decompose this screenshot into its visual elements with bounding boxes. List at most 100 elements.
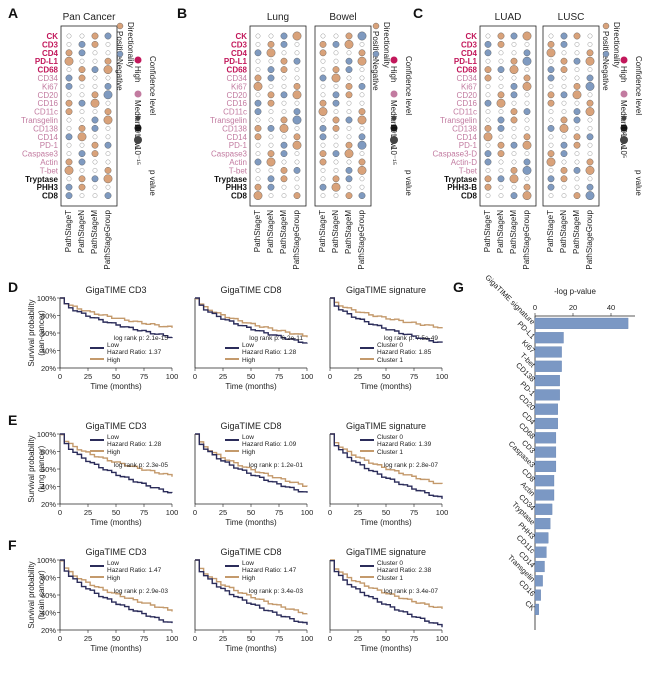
bubble-positive [345,91,353,99]
bubble-positive [358,49,366,57]
bubble-positive [573,83,581,90]
panel-frame [249,25,307,207]
bubble-empty [574,50,580,56]
bubble-positive [484,183,492,191]
bubble-negative [547,175,555,183]
bubble-empty [511,134,517,140]
bubble-empty [359,92,365,98]
bubble-empty [281,184,287,190]
bubble-empty [320,176,326,182]
bubble-empty [574,151,580,157]
km-hazard-ratio: Hazard Ratio: 1.85 [377,349,432,356]
bubble-positive [293,133,301,141]
bubble-positive [546,48,556,58]
bubble-empty [105,100,111,106]
marker-label: CD68 [38,66,59,75]
bubble-positive [78,66,86,74]
bubble-negative [280,150,288,158]
bubble-positive [280,66,288,74]
panel-title-luad: LUAD [495,12,522,23]
km-plot-E-1: GigaTIME CD3 100% 80% 60% 40% 20%0 25 50 75 100 Ti… [37,421,178,527]
bubble-positive [560,57,568,65]
bubble-positive [331,182,341,192]
km-x-tick-label: 100 [166,372,179,381]
bubble-positive [103,65,113,75]
bar [534,532,549,544]
bubble-empty [294,159,300,165]
bubble-empty [92,58,98,64]
bubble-negative [293,108,301,116]
bubble-empty [548,134,554,140]
bubble-negative [104,141,112,149]
bubble-positive [104,166,112,174]
bubble-negative [547,66,555,74]
bubble-positive [103,115,113,125]
bar [534,317,629,329]
bubble-negative [65,133,73,141]
km-title: GigaTIME CD8 [220,547,281,557]
km-title: GigaTIME signature [346,285,426,295]
km-legend-label-high: High [242,449,256,456]
marker-label: Tryptase [214,175,247,184]
marker-label: CK [46,32,58,41]
bubble-empty [294,75,300,81]
bubble-empty [524,92,530,98]
bubble-positive [357,56,367,66]
bar [534,560,545,573]
bubble-positive [293,83,301,90]
bubble-empty [294,151,300,157]
bar [534,417,558,430]
bubble-empty [359,41,365,47]
bubble-positive [64,165,74,175]
bubble-negative [280,41,288,48]
bubble-empty [561,184,567,190]
km-y-tick-label: 40% [41,483,56,492]
bubble-empty [255,117,261,123]
bubble-empty [346,159,352,165]
bubble-positive [523,74,531,82]
km-title: GigaTIME CD3 [85,547,146,557]
bar [534,403,558,415]
bubble-empty [524,125,530,131]
legend-pvalue-dot [621,115,627,121]
km-x-tick-label: 100 [436,634,449,643]
legend-confidence-dot [390,56,398,64]
bubble-positive [104,57,112,65]
bar [534,475,555,487]
km-logrank: log rank p: 2.3e-05 [114,462,169,469]
km-legend-label-low: Cluster 0 [377,342,403,349]
legend-direction-label: Positive [601,31,610,60]
bubble-empty [485,33,491,39]
bubble-negative [267,74,275,82]
bubble-positive [319,99,327,107]
bubble-negative [547,183,555,191]
bubble-positive [510,108,518,116]
km-logrank: log rank p: 3.4e-03 [249,588,304,595]
bubble-empty [346,134,352,140]
bar [534,489,555,501]
marker-label: Caspase3 [211,150,248,159]
bubble-negative [345,57,353,65]
bubble-negative [280,141,288,149]
bubble-negative [345,166,353,174]
km-y-tick-label: 20% [41,364,56,373]
bubble-negative [585,191,595,201]
bar [534,332,564,344]
bubble-empty [498,58,504,64]
bubble-positive [497,141,505,149]
bubble-positive [78,175,86,183]
panel-letter-F: F [8,537,17,553]
bubble-negative [586,183,594,191]
legend-confidence-label: High [389,66,398,82]
panel-letter-C: C [413,5,423,21]
bubble-empty [92,109,98,115]
marker-label: CD68 [457,66,478,75]
bubble-positive [522,82,532,91]
legend-confidence-label: High [619,66,628,82]
km-x-tick-label: 75 [140,372,148,381]
bubble-empty [346,109,352,115]
legend-directionality-title: Directionality [612,22,621,68]
km-x-tick-label: 0 [328,634,332,643]
